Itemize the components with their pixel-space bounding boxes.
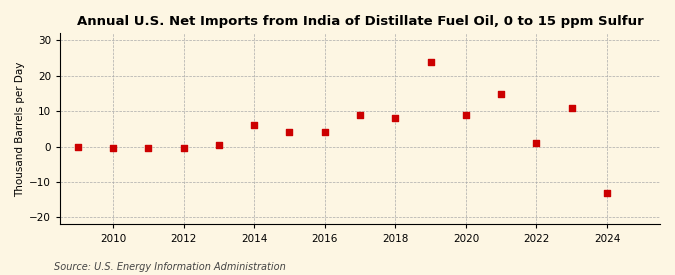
Point xyxy=(143,146,154,151)
Point xyxy=(531,141,542,145)
Point xyxy=(460,112,471,117)
Point xyxy=(284,130,295,135)
Point xyxy=(354,112,365,117)
Point xyxy=(72,144,83,149)
Point xyxy=(601,190,612,195)
Point xyxy=(107,146,118,151)
Y-axis label: Thousand Barrels per Day: Thousand Barrels per Day xyxy=(15,61,25,197)
Point xyxy=(249,123,260,128)
Point xyxy=(213,143,224,147)
Point xyxy=(425,59,436,64)
Point xyxy=(496,91,507,96)
Text: Source: U.S. Energy Information Administration: Source: U.S. Energy Information Administ… xyxy=(54,262,286,272)
Point xyxy=(566,106,577,110)
Point xyxy=(319,130,330,135)
Title: Annual U.S. Net Imports from India of Distillate Fuel Oil, 0 to 15 ppm Sulfur: Annual U.S. Net Imports from India of Di… xyxy=(77,15,643,28)
Point xyxy=(390,116,401,120)
Point xyxy=(178,146,189,151)
